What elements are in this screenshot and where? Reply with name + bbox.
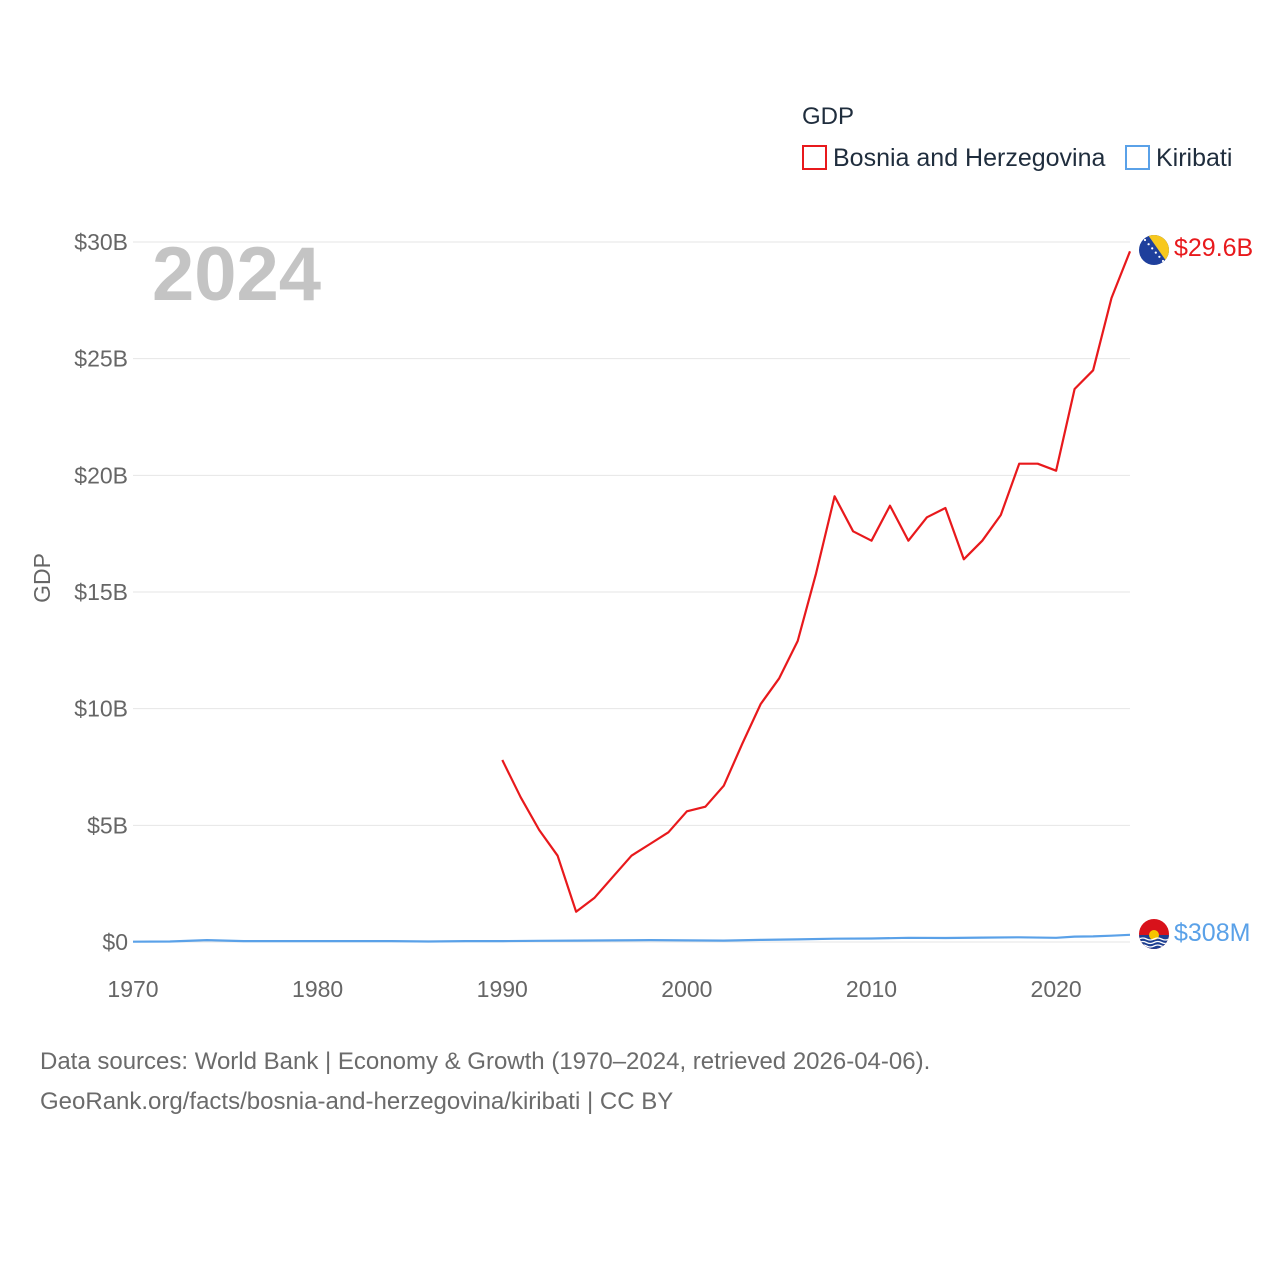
x-tick-label: 2010: [846, 976, 897, 1002]
legend-title: GDP: [802, 103, 854, 130]
bosnia-and-herzegovina-flag-icon: [1139, 235, 1169, 265]
y-tick-label: $5B: [87, 812, 128, 838]
y-axis-ticks: $0 $5B $10B $15B $20B $25B $30B: [74, 229, 128, 955]
x-tick-label: 2020: [1031, 976, 1082, 1002]
kiribati-flag-icon: [1139, 919, 1169, 949]
end-value-label-bosnia: $29.6B: [1174, 234, 1253, 262]
footer-link[interactable]: GeoRank.org/facts/bosnia-and-herzegovina…: [40, 1088, 674, 1115]
legend: GDP Bosnia and Herzegovina Kiribati: [802, 103, 1232, 172]
y-axis-title: GDP: [29, 553, 55, 603]
x-axis-ticks: 1970 1980 1990 2000 2010 2020: [107, 976, 1081, 1002]
gdp-line-chart: $0 $5B $10B $15B $20B $25B $30B 1970 1980 1990 20…: [29, 103, 1253, 1002]
legend-label-bosnia[interactable]: Bosnia and Herzegovina: [833, 144, 1105, 172]
x-tick-label: 1990: [477, 976, 528, 1002]
legend-label-kiribati[interactable]: Kiribati: [1156, 144, 1232, 172]
y-tick-label: $10B: [74, 696, 128, 722]
end-value-label-kiribati: $308M: [1174, 919, 1250, 947]
x-tick-label: 1970: [107, 976, 158, 1002]
gridlines: [133, 241, 1130, 943]
x-tick-label: 1980: [292, 976, 343, 1002]
y-tick-label: $30B: [74, 229, 128, 255]
series-line-bosnia[interactable]: [501, 250, 1132, 913]
footer: Data sources: World Bank | Economy & Gro…: [40, 1042, 930, 1122]
year-label: 2024: [152, 232, 321, 317]
footer-sources: Data sources: World Bank | Economy & Gro…: [40, 1048, 931, 1075]
series-lines: [132, 250, 1132, 943]
legend-swatch-kiribati[interactable]: [1125, 145, 1150, 170]
y-tick-label: $0: [102, 929, 128, 955]
series-line-kiribati[interactable]: [132, 933, 1131, 943]
y-tick-label: $20B: [74, 462, 128, 488]
y-tick-label: $25B: [74, 346, 128, 372]
legend-swatch-bosnia[interactable]: [802, 145, 827, 170]
y-tick-label: $15B: [74, 579, 128, 605]
end-markers: $29.6B $308M: [1139, 234, 1253, 949]
x-tick-label: 2000: [661, 976, 712, 1002]
